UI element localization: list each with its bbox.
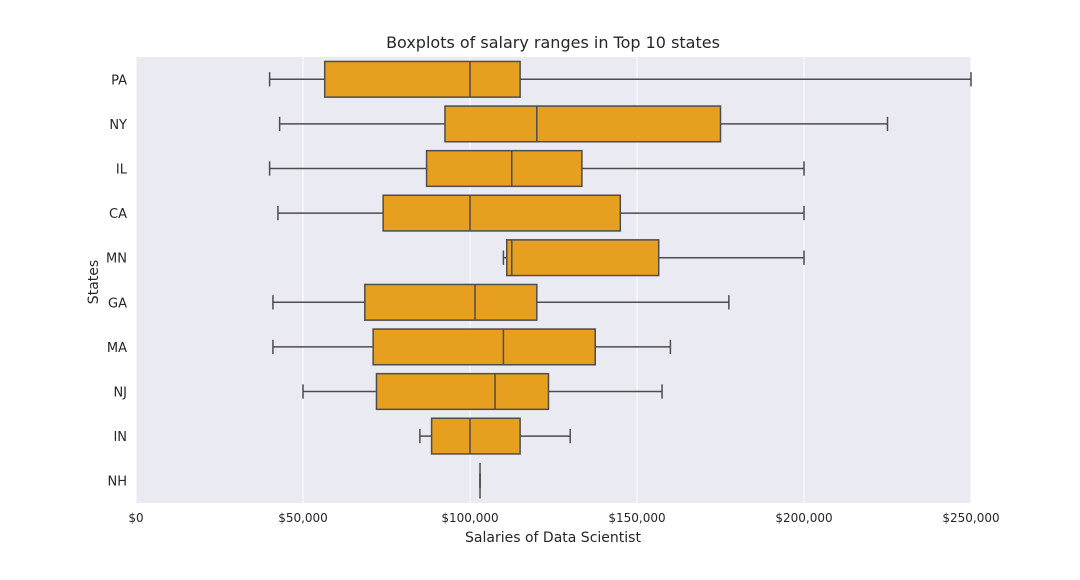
x-tick-label: $50,000	[278, 511, 328, 525]
y-tick-label-il: IL	[116, 163, 128, 178]
box-ny	[278, 105, 889, 143]
y-tick-label-ca: CA	[109, 207, 127, 222]
iqr-box	[382, 194, 622, 232]
y-tick-label-nh: NH	[108, 475, 128, 490]
x-tick-labels: $0 $50,000 $100,000 $150,000 $200,000 $250,00…	[128, 511, 999, 525]
y-tick-label-ga: GA	[108, 296, 127, 311]
x-tick-label: $250,000	[942, 511, 999, 525]
box-ga	[272, 283, 730, 321]
box-ma	[272, 328, 672, 366]
x-tick-label: $200,000	[775, 511, 832, 525]
y-tick-label-ma: MA	[107, 341, 127, 356]
y-tick-label-in: IN	[113, 430, 127, 445]
iqr-box	[372, 328, 597, 366]
box-in	[419, 417, 571, 455]
iqr-box	[444, 105, 722, 143]
box-ca	[277, 194, 805, 232]
x-tick-label: $100,000	[441, 511, 498, 525]
iqr-box	[430, 417, 521, 455]
x-axis-label: Salaries of Data Scientist	[465, 530, 641, 546]
iqr-box	[375, 372, 550, 411]
box-il	[268, 149, 805, 188]
y-axis-label: States	[86, 260, 102, 304]
iqr-box	[364, 283, 538, 321]
box-nj	[302, 372, 663, 411]
x-tick-label: $150,000	[608, 511, 665, 525]
y-tick-label-pa: PA	[111, 73, 127, 88]
box-mn	[502, 239, 805, 277]
y-tick-label-nj: NJ	[113, 386, 127, 401]
boxes	[268, 60, 972, 499]
y-tick-label-ny: NY	[109, 118, 127, 133]
iqr-box	[323, 60, 521, 98]
iqr-box	[425, 149, 583, 188]
x-tick-label: $0	[128, 511, 143, 525]
y-tick-labels: PA NY IL CA MN GA MA NJ IN NH	[106, 73, 128, 489]
y-tick-label-mn: MN	[106, 252, 127, 267]
box-pa	[268, 60, 972, 98]
chart-title: Boxplots of salary ranges in Top 10 stat…	[386, 33, 720, 52]
iqr-box	[505, 239, 660, 277]
